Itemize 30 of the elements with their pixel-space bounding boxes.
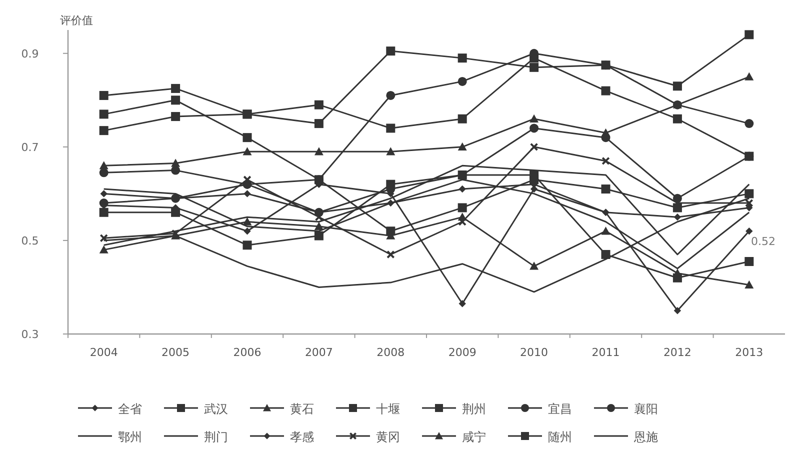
x-tick-label: 2006	[233, 346, 262, 359]
legend-label: 全省	[118, 402, 142, 416]
y-tick-label: 0.7	[21, 140, 39, 154]
legend-label: 武汉	[204, 402, 228, 416]
legend-label: 襄阳	[634, 402, 658, 416]
x-tick-label: 2009	[448, 346, 476, 359]
legend-label: 十堰	[376, 402, 400, 416]
x-tick-label: 2011	[592, 346, 620, 359]
x-tick-label: 2005	[162, 346, 190, 359]
y-tick-label: 0.9	[21, 47, 39, 60]
x-tick-label: 2012	[663, 346, 692, 359]
y-tick-label: 0.3	[21, 328, 39, 341]
annotation: 0.52	[751, 235, 776, 248]
y-axis-title: 评价值	[60, 14, 93, 27]
x-tick-label: 2008	[376, 346, 405, 359]
y-tick-label: 0.5	[21, 234, 39, 248]
legend-label: 孝感	[290, 430, 314, 444]
x-tick-label: 2010	[520, 346, 548, 359]
legend-label: 随州	[548, 430, 572, 444]
legend-label: 荆门	[204, 430, 228, 444]
legend-label: 鄂州	[118, 430, 142, 444]
legend-label: 恩施	[633, 430, 658, 444]
legend-label: 黄石	[290, 402, 314, 416]
x-tick-label: 2013	[735, 346, 764, 359]
legend-label: 荆州	[462, 402, 486, 416]
legend-label: 宜昌	[548, 402, 572, 416]
x-tick-label: 2007	[304, 346, 333, 359]
legend-label: 黄冈	[376, 430, 400, 444]
legend-label: 咸宁	[462, 430, 486, 444]
x-tick-label: 2004	[90, 346, 118, 359]
